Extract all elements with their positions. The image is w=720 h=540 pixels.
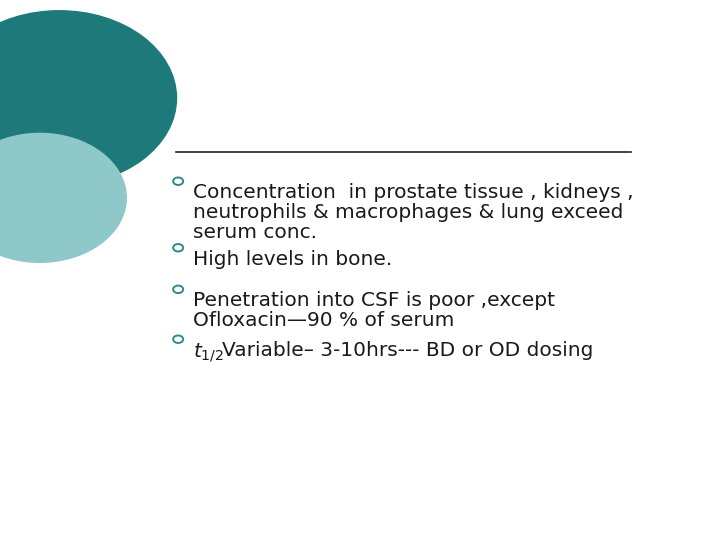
Text: High levels in bone.: High levels in bone.	[193, 250, 392, 269]
Text: serum conc.: serum conc.	[193, 223, 318, 242]
Circle shape	[0, 133, 126, 262]
Text: $t_{1/2}$: $t_{1/2}$	[193, 341, 224, 364]
Text: Concentration  in prostate tissue , kidneys ,: Concentration in prostate tissue , kidne…	[193, 183, 634, 202]
Text: Variable– 3-10hrs--- BD or OD dosing: Variable– 3-10hrs--- BD or OD dosing	[222, 341, 593, 360]
Circle shape	[0, 11, 176, 185]
Text: Penetration into CSF is poor ,except: Penetration into CSF is poor ,except	[193, 292, 555, 310]
Text: neutrophils & macrophages & lung exceed: neutrophils & macrophages & lung exceed	[193, 203, 624, 222]
Text: Ofloxacin—90 % of serum: Ofloxacin—90 % of serum	[193, 312, 454, 330]
